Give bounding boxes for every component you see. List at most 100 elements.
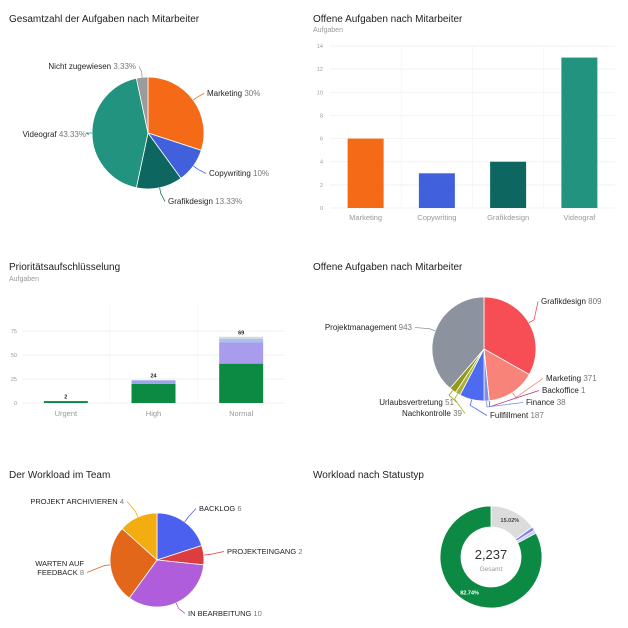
bar-segment-normal-segment-a [219, 363, 264, 403]
slice-value-finance: 38 [554, 398, 566, 407]
bar-total-normal: 69 [238, 330, 244, 336]
slice-label-projekt-archivieren: PROJEKT ARCHIVIEREN 4 [30, 497, 124, 506]
leader-line-backlog [184, 508, 197, 523]
slice-label-copywriting: Copywriting 10% [209, 169, 269, 178]
slice-label-backlog: BACKLOG 6 [199, 504, 242, 513]
chart-title-open-tasks-bar: Offene Aufgaben nach Mitarbeiter [313, 14, 463, 25]
bar-segment-normal-segment-d [219, 336, 264, 339]
y-tick-12: 12 [317, 67, 323, 73]
y-tick-2: 2 [320, 183, 323, 189]
leader-line-grafikdesign [159, 187, 166, 202]
y-tick-10: 10 [317, 90, 323, 96]
donut-percent-segment-1: 15.02% [501, 518, 520, 524]
slice-value-nicht-zugewiesen: 3.33% [111, 62, 136, 71]
pie-slice-projekt-archivieren [121, 512, 158, 561]
slice-label-nachkontrolle: Nachkontrolle 39 [402, 409, 463, 418]
slice-label-urlaubsvertretung: Urlaubsvertretung 51 [379, 398, 454, 407]
chart-title-open-tasks-pie: Offene Aufgaben nach Mitarbeiter [313, 262, 463, 273]
slice-value-projektmanagement: 943 [396, 323, 412, 332]
slice-label-backoffice: Backoffice 1 [542, 386, 586, 395]
slice-label-in-bearbeitung: IN BEARBEITUNG 10 [188, 609, 262, 618]
y-tick-25: 25 [11, 377, 17, 383]
chart-title-priority: Prioritätsaufschlüsselung [9, 262, 121, 273]
leader-line-videograf [85, 132, 93, 135]
donut-slice-segment-4 [439, 505, 543, 609]
y-tick-50: 50 [11, 353, 17, 359]
leader-line-marketing [193, 93, 205, 101]
chart-title-team-workload: Der Workload im Team [9, 470, 111, 481]
leader-line-urlaubsvertretung [448, 390, 458, 403]
y-axis-label-priority: Aufgaben [9, 276, 39, 283]
pie-slice-marketing [147, 76, 205, 151]
pie-slice-backlog [156, 512, 203, 561]
bar-videograf [561, 57, 598, 209]
y-axis-label-tasks: Aufgaben [313, 27, 343, 34]
slice-label-marketing: Marketing 371 [546, 374, 597, 383]
donut-total-value: 2,237 [475, 547, 508, 562]
bar-segment-urgent-segment-a [43, 401, 88, 403]
x-tick-urgent: Urgent [55, 409, 78, 418]
bar-marketing [347, 138, 384, 208]
x-tick-grafikdesign: Grafikdesign [487, 213, 529, 222]
x-tick-normal: Normal [229, 409, 254, 418]
slice-value-marketing: 371 [581, 374, 597, 383]
leader-line-projektmanagement [414, 327, 436, 332]
slice-value-copywriting: 10% [251, 169, 269, 178]
slice-label-warten-auf-feedback-line-2: FEEDBACK 8 [37, 568, 84, 577]
slice-value-nachkontrolle: 39 [451, 409, 463, 418]
slice-label-warten-auf-feedback-line-1: WARTEN AUF [35, 559, 84, 568]
slice-value-fullfillment: 187 [528, 411, 544, 420]
x-tick-videograf: Videograf [563, 213, 596, 222]
slice-value-warten-auf-feedback: 8 [78, 568, 84, 577]
slice-value-urlaubsvertretung: 51 [443, 398, 455, 407]
slice-label-finance: Finance 38 [526, 398, 566, 407]
y-tick-75: 75 [11, 329, 17, 335]
pie-slice-marketing [483, 348, 530, 402]
chart-title-task-total: Gesamtzahl der Aufgaben nach Mitarbeiter [9, 14, 200, 25]
pie-slice-videograf [91, 77, 149, 189]
slice-label-marketing: Marketing 30% [207, 89, 260, 98]
slice-value-grafikdesign: 13.33% [213, 197, 242, 206]
leader-line-nachkontrolle [454, 393, 466, 414]
bar-segment-normal-segment-c [219, 338, 264, 343]
slice-value-videograf: 43.33% [57, 130, 86, 139]
bar-segment-normal-segment-b [219, 342, 264, 364]
slice-value-in-bearbeitung: 10 [251, 609, 261, 618]
slice-value-grafikdesign: 809 [586, 297, 602, 306]
leader-line-projekteingang [203, 551, 225, 556]
slice-label-fullfillment: Fullfillment 187 [490, 411, 544, 420]
slice-label-nicht-zugewiesen: Nicht zugewiesen 3.33% [48, 62, 136, 71]
slice-value-marketing: 30% [242, 89, 260, 98]
slice-label-grafikdesign: Grafikdesign 13.33% [168, 197, 242, 206]
y-tick-8: 8 [320, 113, 323, 119]
pie-slice-grafikdesign [483, 296, 537, 376]
slice-value-projekt-archivieren: 4 [118, 497, 124, 506]
y-tick-14: 14 [317, 44, 323, 50]
bar-copywriting [418, 173, 455, 208]
leader-line-projekt-archivieren [126, 501, 139, 518]
y-tick-4: 4 [320, 160, 323, 166]
leader-line-copywriting [193, 165, 207, 174]
bar-segment-high-segment-a [131, 383, 176, 403]
slice-value-backlog: 6 [235, 504, 241, 513]
chart-title-status-workload: Workload nach Statustyp [313, 470, 424, 481]
donut-percent-segment-4: 82.74% [460, 591, 479, 597]
bar-segment-high-segment-b [131, 380, 176, 384]
x-tick-high: High [146, 409, 161, 418]
y-tick-6: 6 [320, 137, 323, 143]
leader-line-grafikdesign [528, 301, 539, 324]
slice-label-grafikdesign: Grafikdesign 809 [541, 297, 602, 306]
leader-line-warten-auf-feedback [86, 564, 111, 573]
x-tick-marketing: Marketing [349, 213, 382, 222]
bar-grafikdesign [490, 161, 527, 208]
slice-label-videograf: Videograf 43.33% [23, 130, 86, 139]
leader-line-finance [486, 400, 524, 408]
y-tick-0: 0 [14, 401, 17, 407]
donut-total-label: Gesamt [480, 566, 503, 573]
bar-segment-high-segment-c [131, 379, 176, 381]
